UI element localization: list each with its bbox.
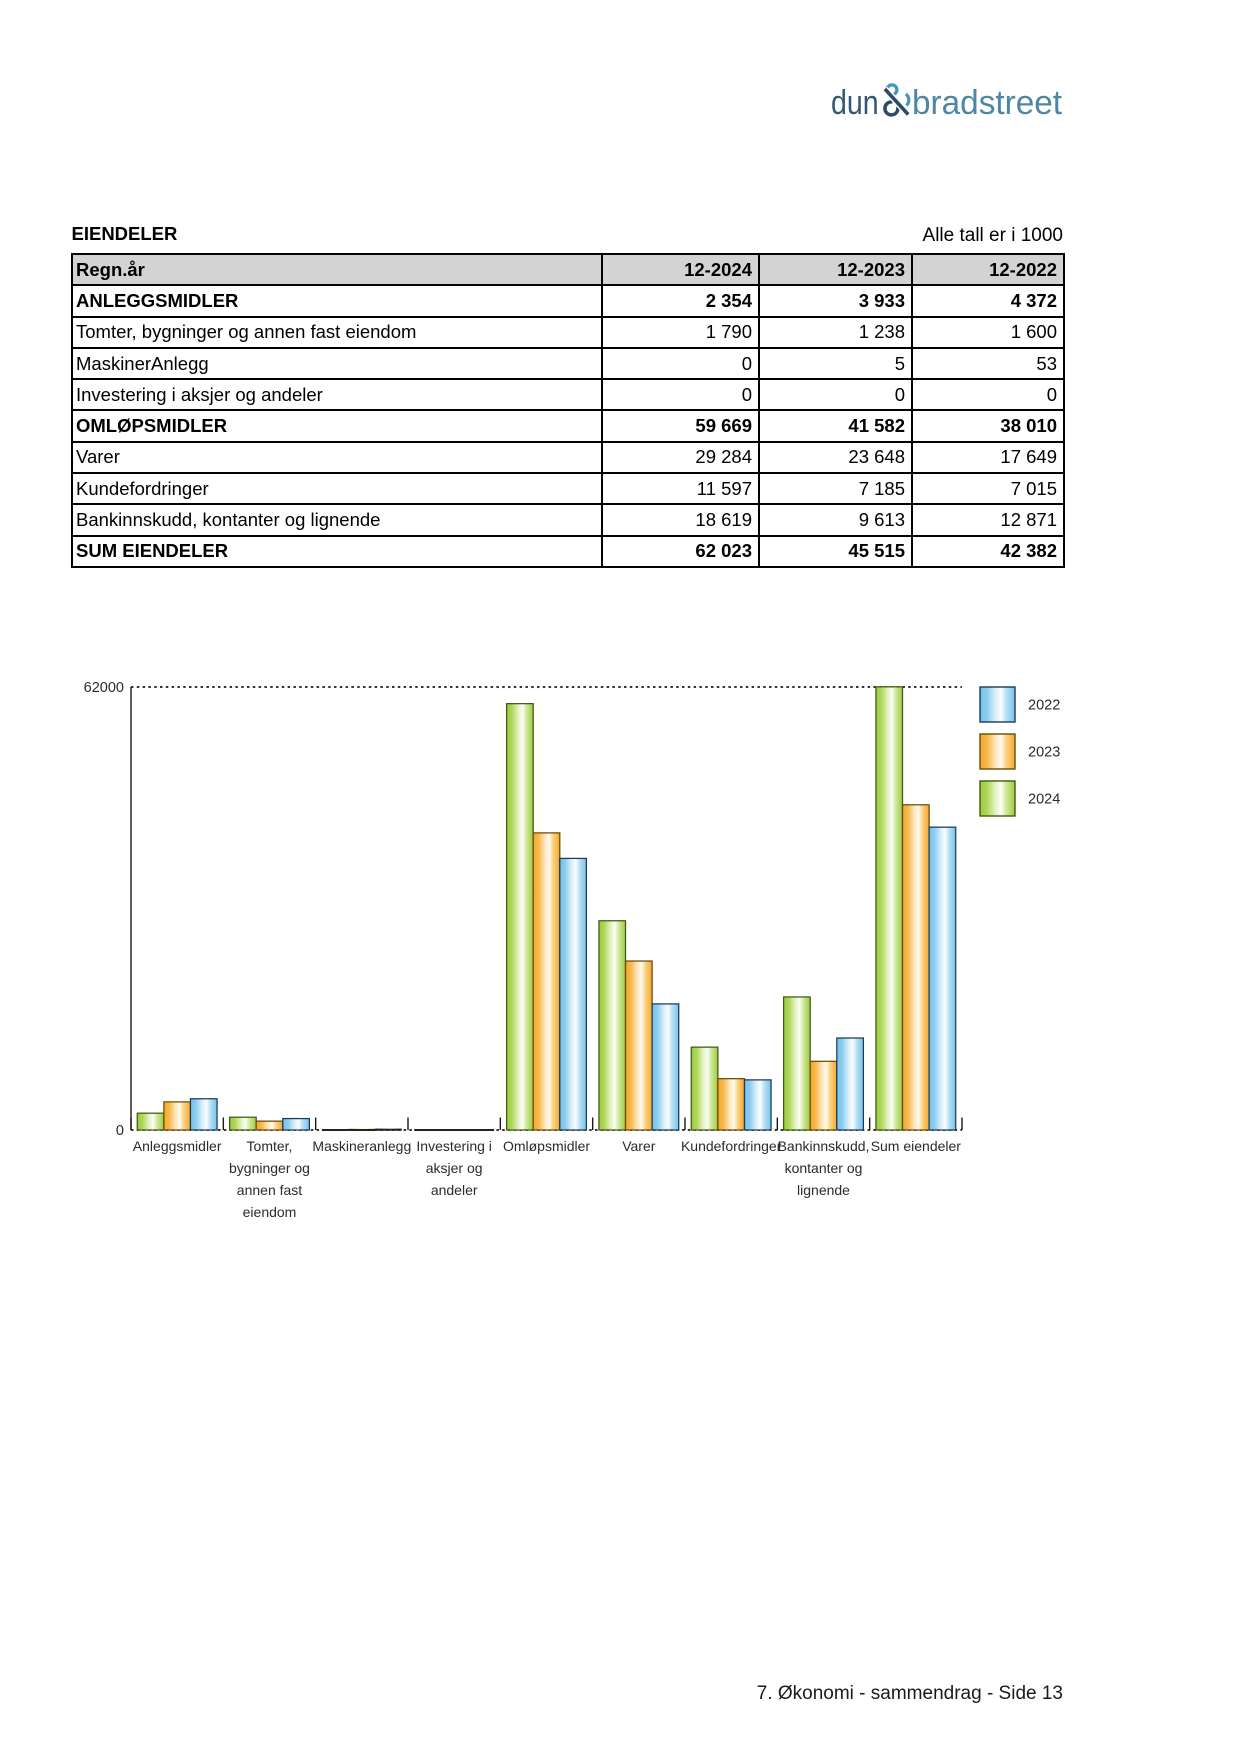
svg-text:2024: 2024 bbox=[1028, 792, 1060, 808]
svg-text:Maskineranlegg: Maskineranlegg bbox=[312, 1138, 411, 1154]
svg-text:Investering i: Investering i bbox=[416, 1138, 491, 1154]
svg-text:2022: 2022 bbox=[1028, 698, 1060, 714]
svg-text:andeler: andeler bbox=[431, 1182, 478, 1198]
svg-text:Kundefordringer: Kundefordringer bbox=[681, 1138, 782, 1154]
svg-text:eiendom: eiendom bbox=[243, 1204, 297, 1220]
svg-text:annen fast: annen fast bbox=[237, 1182, 302, 1198]
svg-text:62000: 62000 bbox=[84, 680, 124, 696]
svg-text:0: 0 bbox=[116, 1123, 124, 1139]
svg-text:2023: 2023 bbox=[1028, 745, 1060, 761]
svg-text:Tomter,: Tomter, bbox=[247, 1138, 293, 1154]
svg-text:Anleggsmidler: Anleggsmidler bbox=[133, 1138, 222, 1154]
svg-text:aksjer og: aksjer og bbox=[426, 1160, 483, 1176]
svg-text:lignende: lignende bbox=[797, 1182, 850, 1198]
svg-text:bygninger og: bygninger og bbox=[229, 1160, 310, 1176]
svg-text:Bankinnskudd,: Bankinnskudd, bbox=[778, 1138, 870, 1154]
svg-text:Varer: Varer bbox=[622, 1138, 656, 1154]
svg-text:kontanter og: kontanter og bbox=[785, 1160, 863, 1176]
svg-text:Sum eiendeler: Sum eiendeler bbox=[871, 1138, 962, 1154]
svg-text:Omløpsmidler: Omløpsmidler bbox=[503, 1138, 590, 1154]
